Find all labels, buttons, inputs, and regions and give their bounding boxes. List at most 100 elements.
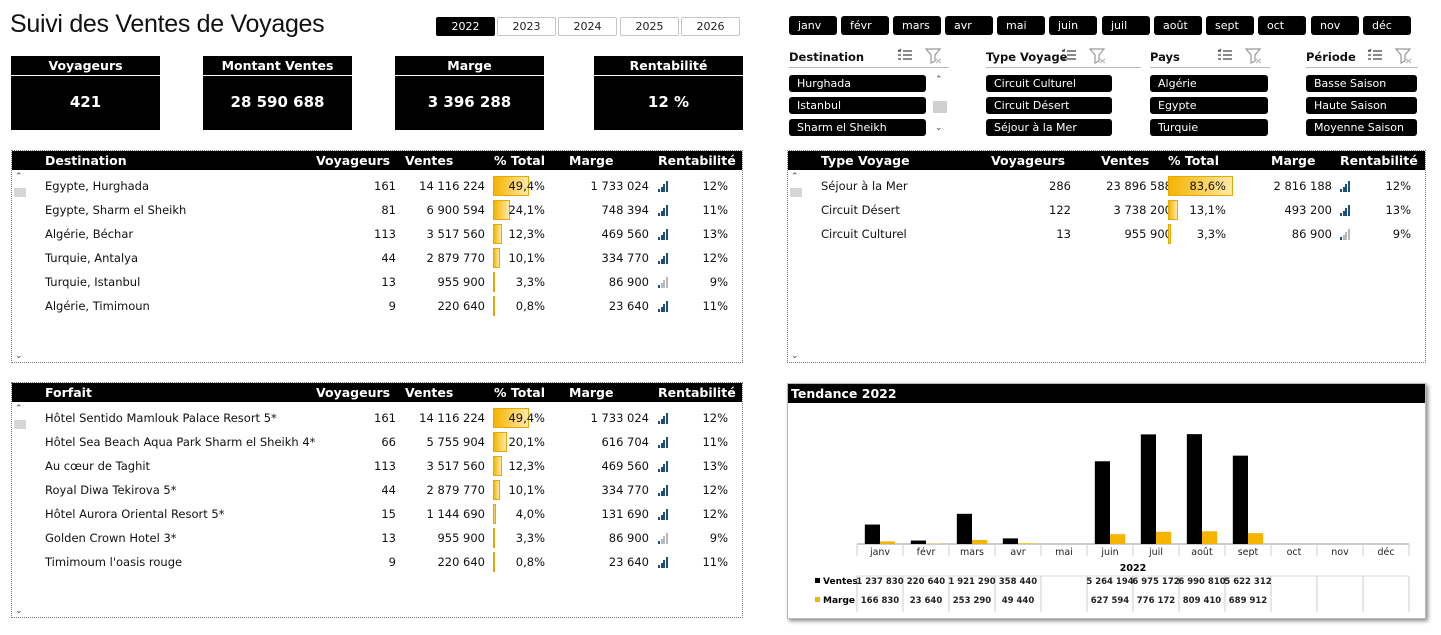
row-pct: 83,6% [1189,179,1226,193]
slicer-title-0: Destination [789,50,865,64]
slicer-item[interactable]: Circuit Culturel [986,75,1112,92]
table-row[interactable]: Golden Crown Hotel 3* 13 955 900 3,3% 86 900… [12,526,742,550]
row-ventes: 23 896 588 [1106,179,1172,193]
table-header: Destination Voyageurs Ventes % Total Marge Re… [12,151,742,170]
year-button-2022[interactable]: 2022 [436,17,495,36]
bar-ventes[interactable] [956,513,972,544]
month-button-11[interactable]: déc [1363,16,1411,35]
clear-filter-icon[interactable] [1394,48,1413,67]
slicer-title-1: Type Voyage [986,50,1068,64]
year-button-2024[interactable]: 2024 [558,17,617,36]
bar-marge[interactable] [1202,531,1218,544]
bar-ventes[interactable] [1186,434,1202,544]
bar-ventes[interactable] [1232,455,1248,544]
bar-marge[interactable] [1110,534,1126,544]
bar-ventes[interactable] [1140,434,1156,544]
slicer-item[interactable]: Circuit Désert [986,97,1112,114]
bar-ventes[interactable] [1002,538,1018,544]
slicer-divider [1150,67,1270,68]
table-row[interactable]: Timimoum l'oasis rouge 9 220 640 0,8% 23 640… [12,550,742,574]
month-button-3[interactable]: avr [945,16,993,35]
table-row[interactable]: Hôtel Sentido Mamlouk Palace Resort 5* 16… [12,406,742,430]
month-button-2[interactable]: mars [893,16,941,35]
table-row[interactable]: Egypte, Sharm el Sheikh 81 6 900 594 24,1% 7… [12,198,742,222]
slicer-item[interactable]: Basse Saison [1306,75,1417,92]
clear-filter-icon[interactable] [924,48,943,67]
table-row[interactable]: Algérie, Béchar 113 3 517 560 12,3% 469 560 1… [12,222,742,246]
row-marge: 1 733 024 [590,411,649,425]
multi-select-icon[interactable] [1367,48,1383,67]
row-marge: 616 704 [601,435,649,449]
table-scrollbar[interactable]: ⌃ ⌄ [13,404,27,616]
slicer-scrollbar[interactable]: ⌃ ⌄ [931,75,949,137]
clear-filter-icon[interactable] [1244,48,1263,67]
bar-ventes[interactable] [910,540,926,544]
slicer-item[interactable]: Algérie [1150,75,1268,92]
bar-ventes[interactable] [864,524,880,544]
table-scrollbar[interactable]: ⌃ ⌄ [13,172,27,361]
data-table-value: 776 172 [1137,596,1176,606]
row-ventes: 14 116 224 [419,179,485,193]
bar-ventes[interactable] [1094,461,1110,544]
row-voyageurs: 161 [374,411,396,425]
row-voyageurs: 13 [381,275,396,289]
month-button-8[interactable]: sept [1206,16,1254,35]
month-button-1[interactable]: févr [841,16,889,35]
slicer-item[interactable]: Istanbul [789,97,926,114]
bar-marge[interactable] [972,540,988,544]
x-tick-label: juil [1148,547,1163,558]
month-button-5[interactable]: juin [1049,16,1097,35]
year-button-2025[interactable]: 2025 [620,17,679,36]
slicer-item[interactable]: Séjour à la Mer [986,119,1112,136]
slicer-item[interactable]: Moyenne Saison [1306,119,1417,136]
slicer-item[interactable]: Sharm el Sheikh [789,119,926,136]
slicer-item[interactable]: Haute Saison [1306,97,1417,114]
row-voyageurs: 13 [1056,227,1071,241]
signal-bars-icon [658,437,668,448]
table-header: Forfait Voyageurs Ventes % Total Marge Rentab… [12,383,742,402]
year-button-2023[interactable]: 2023 [497,17,556,36]
table-row[interactable]: Turquie, Antalya 44 2 879 770 10,1% 334 770 1… [12,246,742,270]
slicer-item[interactable]: Turquie [1150,119,1268,136]
clear-filter-icon[interactable] [1088,48,1107,67]
x-tick-label: mai [1055,547,1073,558]
slicer-title-3: Période [1306,50,1356,64]
table-row[interactable]: Hôtel Sea Beach Aqua Park Sharm el Sheik… [12,430,742,454]
table-row[interactable]: Royal Diwa Tekirova 5* 44 2 879 770 10,1% 33… [12,478,742,502]
month-button-7[interactable]: août [1154,16,1202,35]
row-marge: 469 560 [601,459,649,473]
x-tick-label: janv [869,547,890,558]
table-row[interactable]: Hôtel Aurora Oriental Resort 5* 15 1 144 6… [12,502,742,526]
pct-databar [493,528,496,548]
table-row[interactable]: Egypte, Hurghada 161 14 116 224 49,4% 1 733 … [12,174,742,198]
table-row[interactable]: Algérie, Timimoun 9 220 640 0,8% 23 640 11% [12,294,742,318]
column-header: % Total [1168,153,1220,168]
month-button-6[interactable]: juil [1102,16,1150,35]
multi-select-icon[interactable] [1061,48,1077,67]
bar-marge[interactable] [1248,533,1264,544]
month-button-9[interactable]: oct [1258,16,1306,35]
slicer-item[interactable]: Hurghada [789,75,926,92]
table-row[interactable]: Au cœur de Taghit 113 3 517 560 12,3% 469 56… [12,454,742,478]
month-button-10[interactable]: nov [1311,16,1359,35]
table-row[interactable]: Turquie, Istanbul 13 955 900 3,3% 86 900 9% [12,270,742,294]
row-voyageurs: 44 [381,483,396,497]
row-marge: 748 394 [601,203,649,217]
bar-marge[interactable] [1156,531,1172,544]
bar-marge[interactable] [1018,543,1034,544]
year-button-2026[interactable]: 2026 [681,17,740,36]
month-button-0[interactable]: janv [789,16,837,35]
table-row[interactable]: Circuit Désert 122 3 738 200 13,1% 493 200 13… [788,198,1425,222]
bar-marge[interactable] [880,541,896,544]
multi-select-icon[interactable] [897,48,913,67]
row-rentabilite: 13% [702,459,728,473]
slicer-item[interactable]: Egypte [1150,97,1268,114]
table-row[interactable]: Circuit Culturel 13 955 900 3,3% 86 900 9% [788,222,1425,246]
table-row[interactable]: Séjour à la Mer 286 23 896 588 83,6% 2 816 1… [788,174,1425,198]
signal-bars-icon [658,533,668,544]
pct-databar [493,248,501,268]
month-button-4[interactable]: mai [997,16,1045,35]
table-scrollbar[interactable]: ⌃ ⌄ [789,172,803,361]
row-pct: 3,3% [515,531,545,545]
multi-select-icon[interactable] [1217,48,1233,67]
